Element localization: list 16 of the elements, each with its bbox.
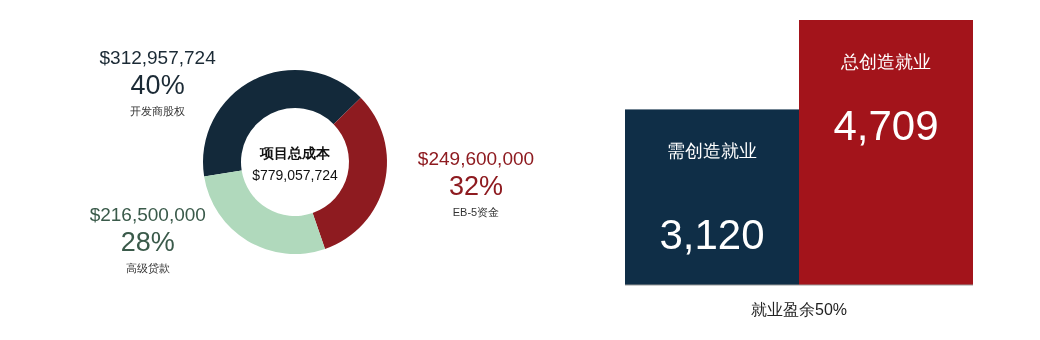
text: 32% [448,170,504,201]
x-tick-label: 总创造就业 [840,52,931,72]
text: 40% [130,69,185,100]
slice-label: 高级贷款 [125,262,170,275]
x-tick-label: 需创造就业 [667,141,757,162]
slice-label: EB-5资金 [452,205,500,218]
text: $779,057,724 [252,167,339,183]
data-label: 4,709 [833,102,939,149]
slice-label: 开发商股权 [130,104,186,117]
x-axis-title: 就业盈余50% [750,301,848,318]
data-label: $216,500,000 [89,204,206,226]
data-label: $312,957,724 [99,46,217,68]
data-label: 3,120 [659,211,765,259]
text: 项目总成本 [259,145,331,161]
text: 28% [120,227,175,258]
data-label: $249,600,000 [417,147,535,169]
